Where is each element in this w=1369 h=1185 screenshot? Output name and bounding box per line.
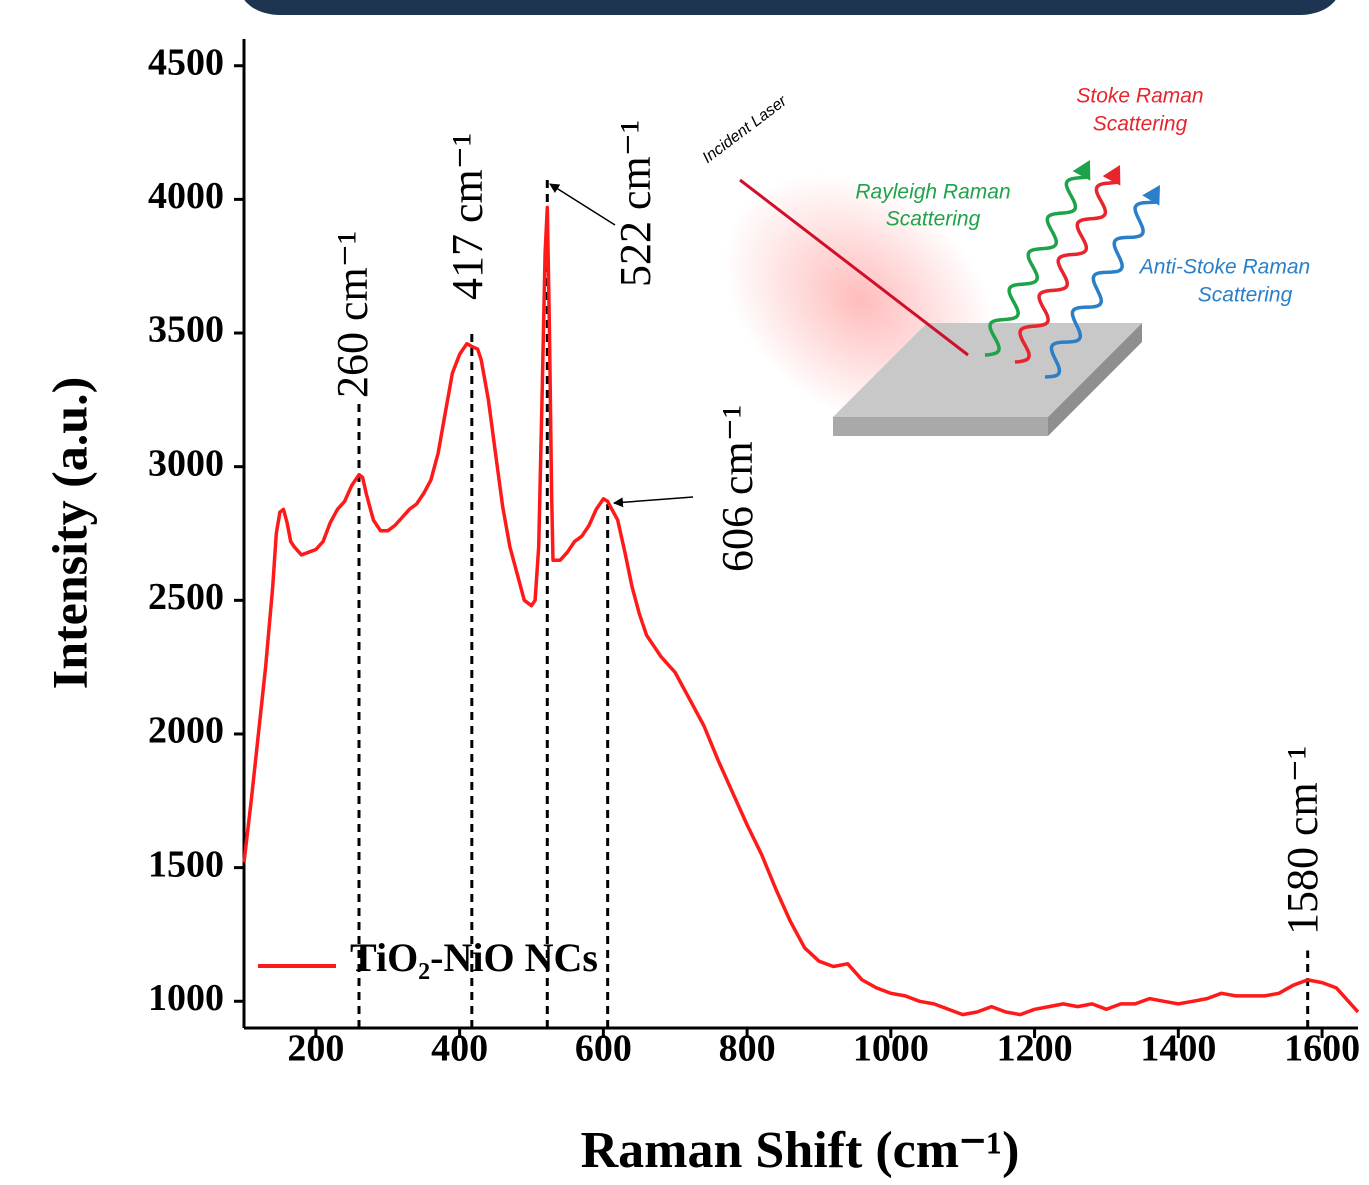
rayleigh-label: Scattering (886, 208, 981, 231)
y-axis-label: Intensity (a.u.) (41, 377, 97, 690)
y-tick-label: 3500 (148, 309, 224, 351)
anti-stoke-label: Anti-Stoke Raman (1138, 256, 1310, 279)
sample-front (833, 417, 1048, 436)
peak-label: 606 cm⁻¹ (713, 405, 762, 572)
rayleigh-label: Rayleigh Raman (855, 181, 1010, 204)
laser-label: Incident Laser (700, 92, 791, 166)
peak-label: 417 cm⁻¹ (443, 133, 492, 300)
x-tick-label: 400 (431, 1028, 488, 1070)
x-tick-label: 800 (719, 1028, 776, 1070)
y-tick-label: 2500 (148, 576, 224, 618)
y-tick-label: 4500 (148, 41, 224, 83)
anti-stoke-label: Scattering (1198, 284, 1293, 307)
inset-illustration: Incident Laser Stoke Raman Scattering Ra… (674, 85, 1310, 479)
y-tick-label: 1500 (148, 843, 224, 885)
x-tick-label: 1400 (1140, 1028, 1216, 1070)
peak-label: 522 cm⁻¹ (611, 120, 660, 287)
stoke-label: Scattering (1093, 113, 1188, 136)
x-tick-label: 200 (287, 1028, 344, 1070)
y-tick-label: 3000 (148, 442, 224, 484)
banner (240, 0, 1340, 15)
stoke-label: Stoke Raman (1076, 85, 1203, 108)
x-tick-label: 1000 (853, 1028, 929, 1070)
annotation-arrow (614, 497, 693, 503)
peak-label: 1580 cm⁻¹ (1278, 746, 1327, 935)
y-tick-label: 2000 (148, 710, 224, 752)
y-tick-label: 1000 (148, 977, 224, 1019)
x-tick-label: 1200 (997, 1028, 1073, 1070)
peak-label: 260 cm⁻¹ (328, 231, 377, 398)
x-tick-label: 1600 (1284, 1028, 1360, 1070)
chart: Incident Laser Stoke Raman Scattering Ra… (0, 0, 1369, 1185)
y-tick-label: 4000 (148, 175, 224, 217)
x-axis-label: Raman Shift (cm⁻¹) (581, 1122, 1020, 1179)
x-tick-label: 600 (575, 1028, 632, 1070)
legend-label: TiO₂-NiO NCs (350, 935, 598, 980)
annotation-arrow (550, 184, 615, 225)
